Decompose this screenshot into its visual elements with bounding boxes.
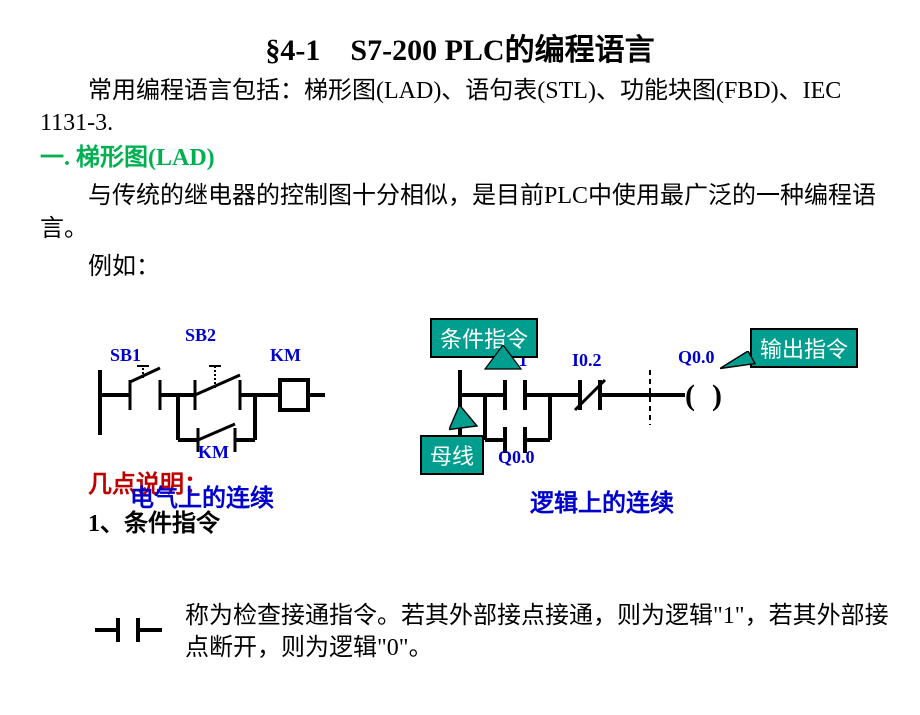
svg-text:(: ( <box>685 379 695 412</box>
example-label: 例如： <box>40 251 880 283</box>
callout-bus: 母线 <box>420 435 484 475</box>
note1-body: 称为检查接通指令。若其外部接点接通，则为逻辑"1"，若其外部接点断开，则为逻辑"… <box>185 600 910 665</box>
label-km-top: KM <box>270 345 301 366</box>
intro-paragraph: 常用编程语言包括：梯形图(LAD)、语句表(STL)、功能块图(FBD)、IEC… <box>40 75 880 140</box>
callout-bus-pointer <box>449 405 489 440</box>
svg-text:): ) <box>712 379 722 412</box>
relay-caption: 电气上的连续 <box>130 478 274 513</box>
callout-out-pointer <box>720 351 780 381</box>
label-sb1: SB1 <box>110 345 141 366</box>
ladder-caption: 逻辑上的连续 <box>530 483 674 518</box>
label-sb2: SB2 <box>185 325 216 346</box>
label-km-bottom: KM <box>198 442 229 463</box>
contact-symbol-svg <box>90 610 170 650</box>
relay-diagram: SB1 SB2 KM KM <box>90 340 350 460</box>
label-i02: I0.2 <box>572 350 602 371</box>
section1-body: 与传统的继电器的控制图十分相似，是目前PLC中使用最广泛的一种编程语言。 <box>40 180 880 245</box>
callout-cond-pointer <box>470 345 530 385</box>
page-title: §4-1 S7-200 PLC的编程语言 <box>0 25 920 69</box>
label-q00-coil: Q0.0 <box>678 347 715 368</box>
section1-heading: 一. 梯形图(LAD) <box>40 142 880 174</box>
contact-symbol <box>90 610 170 650</box>
label-q00-contact: Q0.0 <box>498 447 535 468</box>
